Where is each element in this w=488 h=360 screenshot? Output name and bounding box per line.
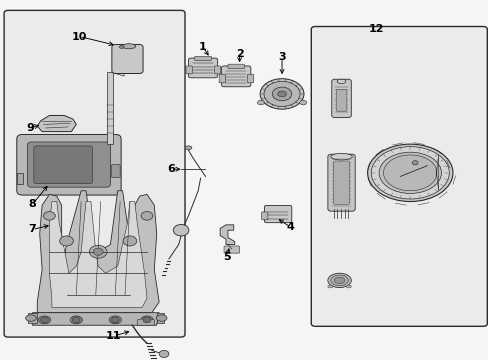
Circle shape <box>411 161 417 165</box>
Polygon shape <box>49 202 147 307</box>
FancyBboxPatch shape <box>333 161 348 204</box>
FancyBboxPatch shape <box>185 66 192 74</box>
Ellipse shape <box>119 45 124 48</box>
Text: 7: 7 <box>28 225 36 234</box>
FancyBboxPatch shape <box>264 206 291 223</box>
Circle shape <box>60 236 73 246</box>
Ellipse shape <box>141 316 153 324</box>
Polygon shape <box>383 155 438 191</box>
Text: 12: 12 <box>367 24 383 35</box>
Text: 8: 8 <box>28 199 36 210</box>
Circle shape <box>111 317 119 323</box>
Ellipse shape <box>156 315 166 321</box>
Ellipse shape <box>272 87 291 101</box>
Ellipse shape <box>122 44 136 49</box>
Circle shape <box>72 317 80 323</box>
Circle shape <box>93 248 103 255</box>
Polygon shape <box>220 225 234 244</box>
Circle shape <box>89 245 107 258</box>
FancyBboxPatch shape <box>247 74 253 83</box>
FancyBboxPatch shape <box>311 27 487 326</box>
Circle shape <box>159 350 168 357</box>
FancyBboxPatch shape <box>188 58 217 78</box>
FancyBboxPatch shape <box>111 165 120 177</box>
FancyBboxPatch shape <box>335 89 346 111</box>
Ellipse shape <box>346 285 350 288</box>
Ellipse shape <box>39 316 51 324</box>
Ellipse shape <box>260 79 304 109</box>
Ellipse shape <box>70 316 82 324</box>
Polygon shape <box>32 313 159 325</box>
FancyBboxPatch shape <box>219 74 225 83</box>
Polygon shape <box>37 116 76 132</box>
Text: 9: 9 <box>26 123 34 133</box>
FancyBboxPatch shape <box>194 56 211 60</box>
FancyBboxPatch shape <box>227 64 244 68</box>
Circle shape <box>141 212 153 220</box>
Circle shape <box>43 212 55 220</box>
Ellipse shape <box>370 147 448 199</box>
Circle shape <box>123 236 137 246</box>
FancyBboxPatch shape <box>221 66 250 87</box>
Polygon shape <box>27 313 37 323</box>
Ellipse shape <box>378 152 441 193</box>
Ellipse shape <box>109 316 121 324</box>
Text: 3: 3 <box>278 52 285 62</box>
FancyBboxPatch shape <box>4 10 184 337</box>
Text: 1: 1 <box>199 42 206 52</box>
Ellipse shape <box>277 91 286 97</box>
Text: 11: 11 <box>106 331 122 341</box>
Polygon shape <box>17 173 22 184</box>
FancyBboxPatch shape <box>327 154 354 211</box>
Text: 10: 10 <box>72 32 87 41</box>
FancyBboxPatch shape <box>112 44 143 73</box>
FancyBboxPatch shape <box>34 146 92 184</box>
Text: 6: 6 <box>167 164 175 174</box>
FancyBboxPatch shape <box>331 79 350 118</box>
FancyBboxPatch shape <box>224 246 239 253</box>
Circle shape <box>143 317 151 323</box>
Ellipse shape <box>257 100 264 105</box>
Ellipse shape <box>333 277 344 284</box>
Text: 2: 2 <box>235 49 243 59</box>
Ellipse shape <box>330 275 347 286</box>
FancyBboxPatch shape <box>27 142 110 187</box>
Ellipse shape <box>25 315 36 321</box>
Polygon shape <box>137 318 154 325</box>
Ellipse shape <box>327 285 332 288</box>
Ellipse shape <box>264 81 300 107</box>
FancyBboxPatch shape <box>261 212 267 220</box>
Ellipse shape <box>299 100 306 105</box>
Text: 4: 4 <box>286 222 294 232</box>
Ellipse shape <box>367 144 452 202</box>
Circle shape <box>41 317 48 323</box>
FancyBboxPatch shape <box>214 66 220 74</box>
Bar <box>107 72 113 144</box>
Circle shape <box>173 225 188 236</box>
Ellipse shape <box>330 153 351 160</box>
Polygon shape <box>157 313 163 323</box>
Ellipse shape <box>184 146 191 149</box>
Ellipse shape <box>336 79 345 84</box>
Text: 5: 5 <box>223 252 230 262</box>
FancyBboxPatch shape <box>17 134 121 195</box>
Polygon shape <box>37 191 159 313</box>
Ellipse shape <box>327 273 350 288</box>
